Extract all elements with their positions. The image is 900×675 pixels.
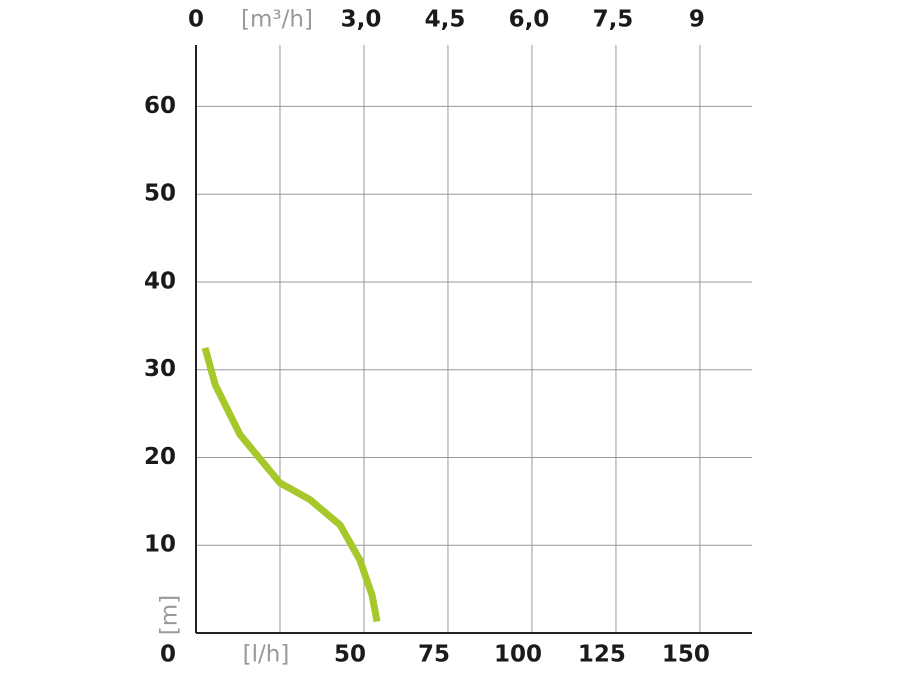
x2-tick-label: 3,0 bbox=[341, 7, 382, 33]
x-tick-label: 150 bbox=[662, 642, 710, 668]
x2-tick-label: [m³/h] bbox=[241, 7, 313, 33]
x2-tick-label: 9 bbox=[689, 7, 705, 33]
y-tick-label: 10 bbox=[144, 532, 176, 558]
x-tick-label: 100 bbox=[494, 642, 542, 668]
x-tick-label: 125 bbox=[578, 642, 626, 668]
y-axis-label: [m] bbox=[157, 595, 183, 635]
y-tick-label: 60 bbox=[144, 93, 176, 119]
y-tick-label: 20 bbox=[144, 444, 176, 470]
x-tick-label: 50 bbox=[334, 642, 366, 668]
x2-tick-label: 4,5 bbox=[425, 7, 466, 33]
x2-tick-label: 0 bbox=[188, 7, 204, 33]
x2-tick-label: 6,0 bbox=[509, 7, 550, 33]
y-tick-label: 40 bbox=[144, 268, 176, 294]
curve bbox=[201, 346, 381, 623]
x2-tick-label: 7,5 bbox=[593, 7, 634, 33]
y-tick-label: 0 bbox=[160, 642, 176, 668]
y-tick-label: 30 bbox=[144, 356, 176, 382]
x-tick-label: 75 bbox=[418, 642, 450, 668]
x-tick-label: [l/h] bbox=[243, 642, 290, 668]
y-tick-label: 50 bbox=[144, 181, 176, 207]
